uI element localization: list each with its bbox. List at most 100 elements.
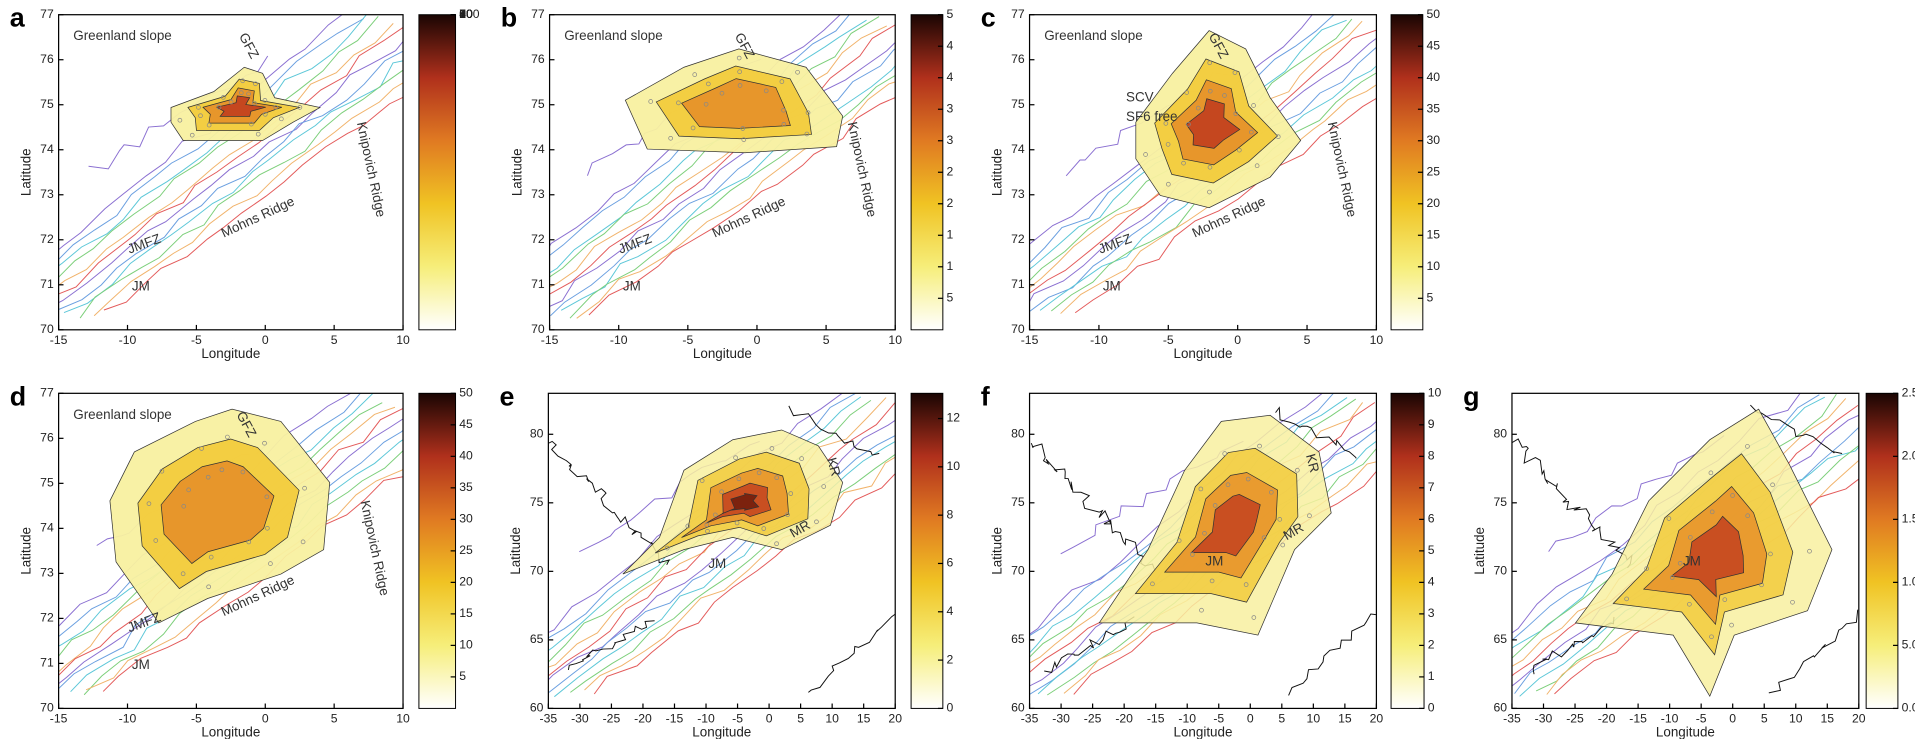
colorbar [1866,393,1898,708]
y-tick-label: 75 [1011,495,1025,509]
y-tick-label: 70 [40,322,54,336]
colorbar-tick-label: 50 [459,386,473,400]
x-tick-label: 0 [262,712,269,726]
y-tick-label: 72 [531,232,545,246]
colorbar-tick-label: 3 [1428,606,1435,620]
x-tick-label: -25 [1566,712,1584,726]
x-tick-label: 5 [1304,333,1311,347]
panel: -35-30-25-20-15-10-5051015206065707580Lo… [954,381,1442,739]
colorbar-tick-label: 5 [1428,543,1435,557]
y-tick-label: 77 [531,7,545,21]
x-axis-label: Longitude [1656,724,1715,739]
y-axis-label: Latitude [508,527,523,575]
x-tick-label: 15 [1338,712,1352,726]
map-annotation: JM [623,279,641,294]
x-tick-label: 5 [797,712,804,726]
colorbar-tick-label: 2.5 [1902,386,1915,400]
x-tick-label: 0 [262,333,269,347]
panel-label: e [500,381,515,411]
x-tick-label: -20 [634,712,652,726]
y-tick-label: 72 [1011,232,1025,246]
x-tick-label: 10 [888,333,902,347]
y-axis-label: Latitude [989,527,1004,575]
colorbar-tick-label: 1 [947,259,954,273]
x-tick-label: 5 [331,333,338,347]
colorbar-tick-label: 30 [1426,133,1440,147]
colorbar-tick-label: 12 [947,411,961,425]
y-tick-label: 73 [531,187,545,201]
colorbar-tick-label: 40 [459,449,473,463]
y-tick-label: 77 [1011,7,1025,21]
x-tick-label: 0 [1729,712,1736,726]
figure: -15-10-505107071727374757677LongitudeLat… [0,0,1915,739]
page: {"panels":[ {"label":"a","x_label":"Long… [0,0,1915,739]
y-tick-label: 72 [40,232,54,246]
x-tick-label: -15 [1629,712,1647,726]
y-tick-label: 60 [1494,701,1508,715]
colorbar-tick-label: 5 [947,7,954,21]
colorbar-tick-label: 1 [947,227,954,241]
y-tick-label: 65 [1011,632,1025,646]
y-tick-label: 75 [1494,495,1508,509]
y-tick-label: 77 [40,386,54,400]
y-tick-label: 76 [40,52,54,66]
map-annotation: Greenland slope [73,28,171,43]
x-tick-label: 15 [1820,712,1834,726]
y-tick-label: 70 [1494,564,1508,578]
panel-label: b [501,3,517,33]
map-annotation: Greenland slope [1044,28,1143,43]
colorbar-tick-label: 10 [1428,386,1442,400]
panel-label: g [1463,381,1479,411]
colorbar-tick-label: 4 [947,38,954,52]
colorbar-tick-label: 35 [459,480,473,494]
x-tick-label: 5 [331,712,338,726]
colorbar-tick-label: 8 [1428,449,1435,463]
colorbar-tick-label: 5 [1426,291,1433,305]
colorbar-tick-label: 2 [1428,638,1435,652]
colorbar-tick-label: 0 [1428,701,1435,715]
x-tick-label: 15 [857,712,871,726]
colorbar-tick-label: 3 [947,133,954,147]
panel-label: f [981,381,990,411]
colorbar-tick-label: 0 [459,7,466,21]
y-tick-label: 76 [531,52,545,66]
colorbar-tick-label: 1.5 [1902,512,1915,526]
y-tick-label: 74 [40,521,54,535]
x-tick-label: -30 [571,712,589,726]
y-axis-label: Latitude [989,148,1004,196]
colorbar-tick-label: 45 [1426,38,1440,52]
y-tick-label: 75 [40,476,54,490]
y-tick-label: 80 [530,426,544,440]
x-tick-label: -20 [1598,712,1616,726]
colorbar-tick-label: 6 [947,556,954,570]
x-tick-label: -10 [119,712,137,726]
colorbar-tick-label: 45 [459,417,473,431]
y-tick-label: 74 [531,142,545,156]
panel-label: c [981,3,996,33]
x-tick-label: -15 [1147,712,1165,726]
y-axis-label: Latitude [18,148,33,196]
colorbar-tick-label: 4 [1428,575,1435,589]
x-tick-label: -20 [1115,712,1133,726]
y-tick-label: 71 [40,277,54,291]
x-tick-label: 20 [888,712,902,726]
panel: -15-10-505107071727374757677LongitudeLat… [468,3,965,361]
x-tick-label: 20 [1370,712,1384,726]
y-tick-label: 70 [40,701,54,715]
x-tick-label: -25 [1084,712,1102,726]
x-tick-label: 0 [1234,333,1241,347]
map-annotation: JM [1683,553,1701,568]
x-tick-label: -5 [1163,333,1174,347]
colorbar-tick-label: 1.0 [1902,575,1915,589]
x-tick-label: -10 [1090,333,1108,347]
x-tick-label: -5 [682,333,693,347]
colorbar-tick-label: 30 [459,512,473,526]
y-tick-label: 75 [1011,97,1025,111]
panel: -15-10-505107071727374757677LongitudeLat… [0,381,473,739]
x-tick-label: 5 [1278,712,1285,726]
colorbar-tick-label: 40 [1426,70,1440,84]
x-tick-label: -15 [666,712,684,726]
y-tick-label: 65 [1494,632,1508,646]
colorbar-tick-label: 2 [947,652,954,666]
